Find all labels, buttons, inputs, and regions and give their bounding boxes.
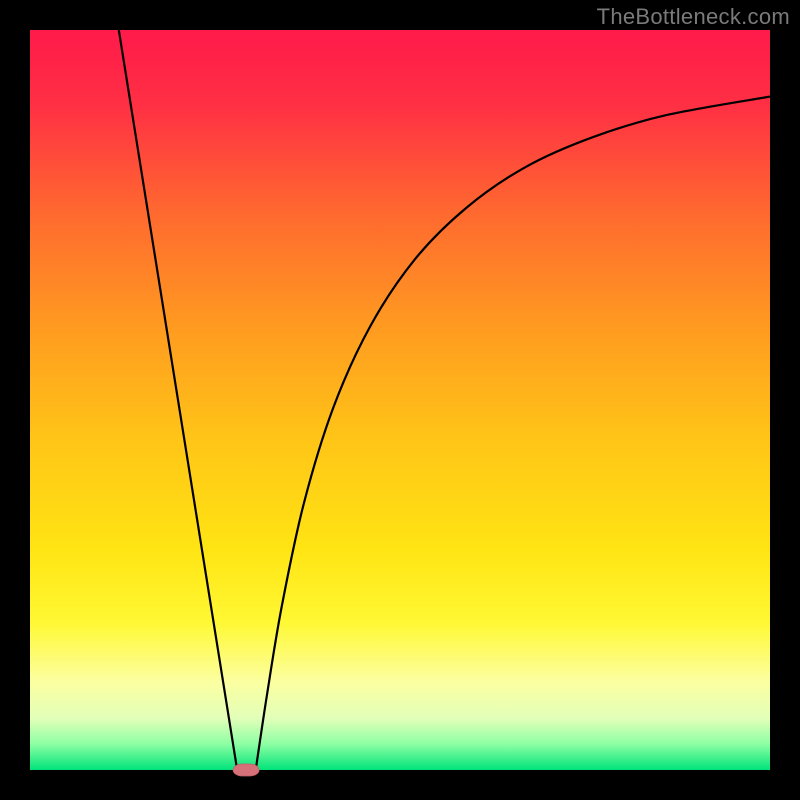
chart-container: { "watermark": "TheBottleneck.com", "cha…	[0, 0, 800, 800]
chart-background	[30, 30, 770, 770]
optimal-marker	[233, 764, 259, 776]
watermark-text: TheBottleneck.com	[597, 4, 790, 30]
bottleneck-chart	[0, 0, 800, 800]
